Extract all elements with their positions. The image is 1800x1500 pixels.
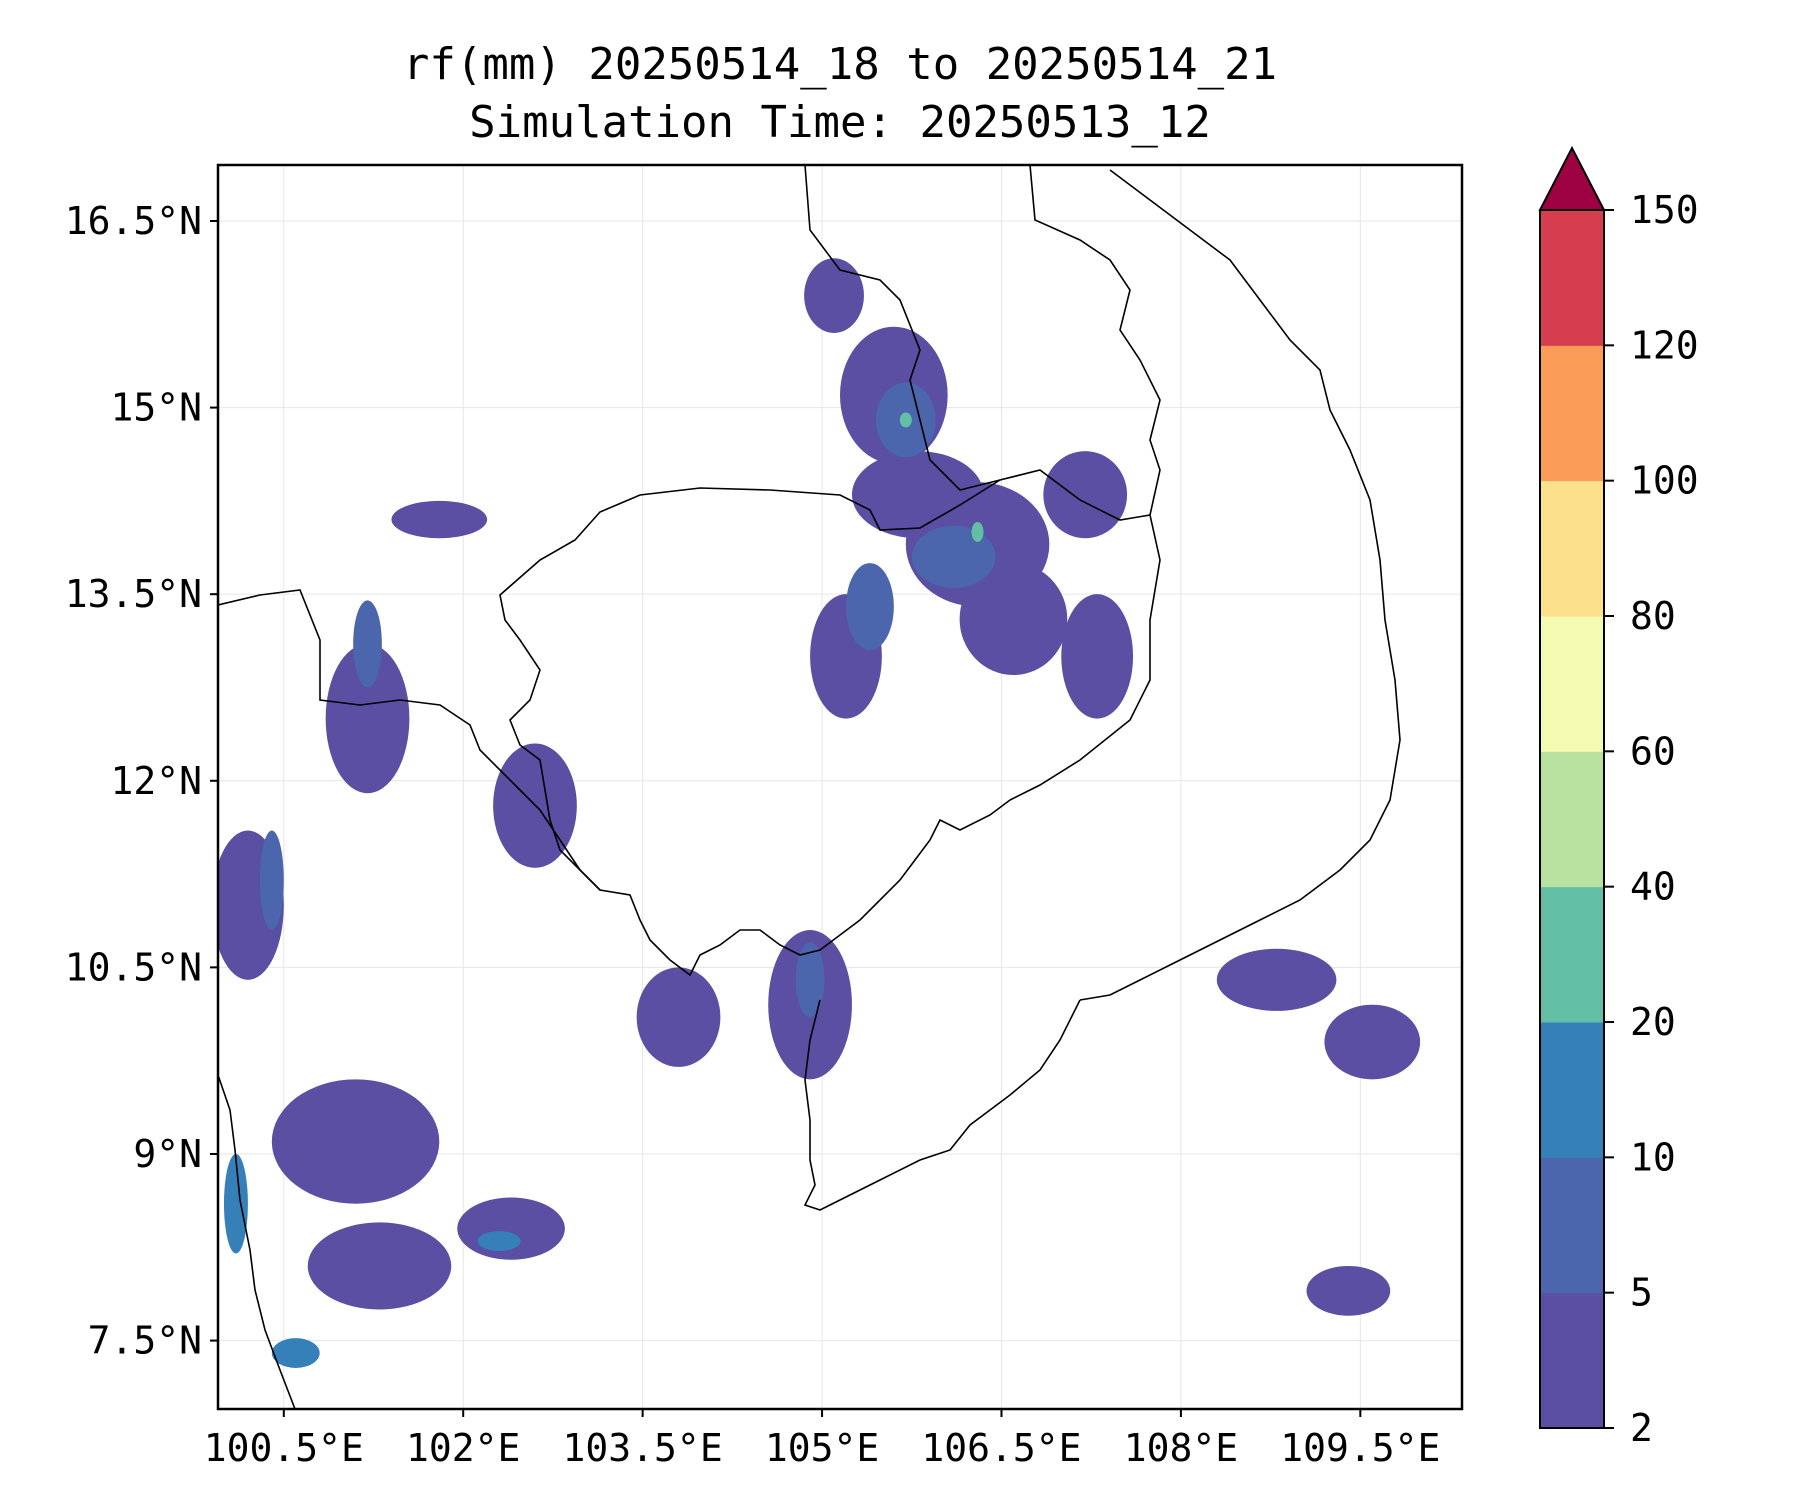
colorbar-band (1540, 345, 1604, 482)
rain-cell (271, 1079, 440, 1204)
rain-cell (971, 522, 984, 542)
y-tick-label: 15°N (110, 386, 202, 430)
x-tick-label: 106.5°E (921, 1426, 1081, 1470)
colorbar-label: 40 (1630, 865, 1676, 909)
rain-cell (223, 1153, 248, 1254)
rainfall-contours (218, 258, 1421, 1368)
rain-cell (271, 1338, 320, 1368)
rain-cell (353, 600, 382, 688)
x-tick-label: 103.5°E (563, 1426, 723, 1470)
coastlines-and-borders (218, 165, 1401, 1409)
colorbar-band (1540, 616, 1604, 752)
colorbar-label: 60 (1630, 729, 1676, 773)
rain-cell (1216, 948, 1337, 1011)
rain-cell (1043, 451, 1128, 539)
colorbar-label: 150 (1630, 188, 1699, 232)
map-frame (216, 163, 1464, 1411)
rain-cell (636, 967, 721, 1067)
vietnam-coast (1079, 169, 1401, 1001)
colorbar-label: 10 (1630, 1135, 1676, 1179)
rain-cell (457, 1197, 565, 1260)
rain-cell (959, 563, 1068, 676)
x-tick-label: 105°E (765, 1426, 879, 1470)
rain-cell (1324, 1004, 1421, 1080)
x-tick-label: 109.5°E (1280, 1426, 1440, 1470)
map-subtitle: Simulation Time: 20250513_12 (469, 97, 1211, 148)
y-tick-label: 10.5°N (65, 945, 202, 989)
colorbar-extend-arrow (1538, 145, 1606, 211)
rain-cell (325, 643, 410, 794)
rain-cell (845, 563, 894, 651)
colorbar-band (1540, 480, 1604, 617)
x-tick-label: 102°E (406, 1426, 520, 1470)
colorbar-band (1540, 210, 1604, 346)
y-tick-label: 16.5°N (65, 199, 202, 243)
cambodia-border (499, 469, 1161, 977)
y-tick-label: 7.5°N (88, 1319, 202, 1363)
thailand-coast (218, 589, 601, 891)
rain-cell (259, 830, 284, 931)
rain-cell (899, 412, 912, 428)
rain-cell (1306, 1265, 1391, 1316)
y-tick-label: 9°N (133, 1132, 202, 1176)
rain-cell (307, 1222, 452, 1310)
rain-cell (911, 525, 996, 588)
axis-ticks: 100.5°E 102°E 103.5°E 105°E 106.5°E 108°E 109.… (65, 199, 1441, 1470)
rain-cell (795, 942, 825, 1018)
map-title: rf(mm) 20250514_18 to 20250514_21 (402, 39, 1278, 90)
colorbar-label: 5 (1630, 1271, 1653, 1315)
colorbar-label: 20 (1630, 1000, 1676, 1044)
colorbar-band (1540, 1022, 1604, 1158)
y-tick-label: 13.5°N (65, 572, 202, 616)
colorbar-label: 80 (1630, 594, 1676, 638)
colorbar-label: 120 (1630, 323, 1699, 367)
map-frame-bg (218, 165, 1462, 1409)
colorbar: 2 5 10 20 40 60 80 100 120 150 (1538, 145, 1699, 1450)
colorbar-label: 2 (1630, 1406, 1653, 1450)
rain-cell (477, 1231, 521, 1252)
colorbar-frame (1539, 209, 1605, 1429)
colorbar-band (1540, 1157, 1604, 1294)
rain-cell (1061, 594, 1134, 719)
x-tick-label: 100.5°E (204, 1426, 364, 1470)
rain-cell (391, 500, 488, 539)
colorbar-band (1540, 751, 1604, 888)
x-tick-label: 108°E (1124, 1426, 1238, 1470)
rain-cell (804, 258, 864, 333)
laos-east-border (1029, 165, 1161, 516)
colorbar-band (1540, 1292, 1604, 1429)
colorbar-label: 100 (1630, 459, 1699, 503)
laos-border (804, 165, 1001, 491)
colorbar-band (1540, 886, 1604, 1023)
peninsula-coast (218, 1074, 296, 1409)
delta-coast (803, 999, 1081, 1211)
y-tick-label: 12°N (110, 759, 202, 803)
